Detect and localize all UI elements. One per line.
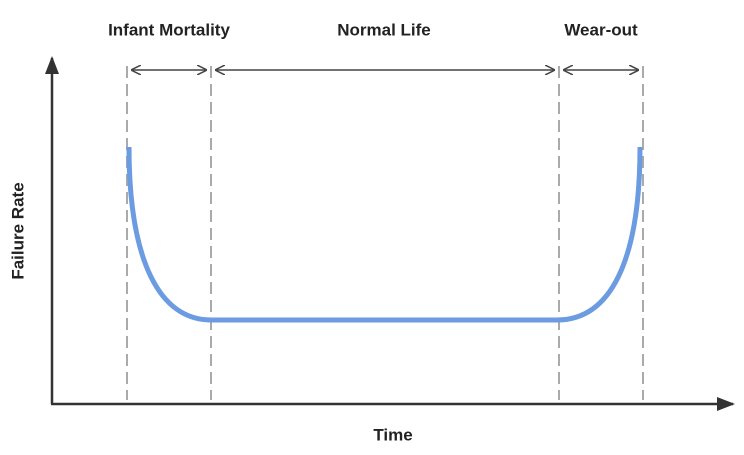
phase-label: Wear-out [564, 20, 638, 39]
phase-label: Normal Life [337, 20, 431, 39]
failure-curve [126, 146, 643, 323]
phase-label: Infant Mortality [108, 20, 230, 39]
x-axis-label: Time [373, 425, 412, 444]
y-axis-label: Failure Rate [8, 182, 27, 279]
phase-boundaries [126, 66, 644, 400]
